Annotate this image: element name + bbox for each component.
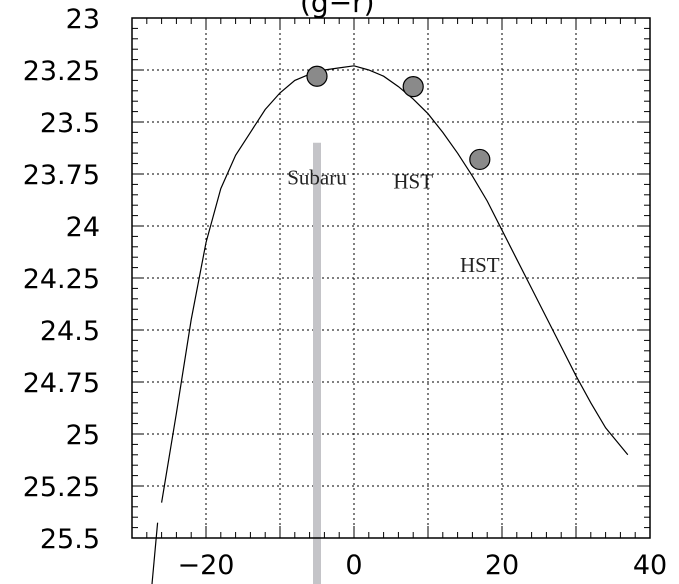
data-point xyxy=(469,148,491,171)
y-tick-label: 25.5 xyxy=(40,524,100,555)
data-point xyxy=(306,65,328,87)
y-tick-label: 23 xyxy=(66,4,100,35)
x-tick-label: 0 xyxy=(345,550,362,581)
y-tick-label: 23.75 xyxy=(23,160,100,191)
tick-labels: 23 23.25 23.5 23.75 24 24.25 24.5 24.75 25 25.25 2… xyxy=(23,4,667,581)
y-tick-label: 24 xyxy=(66,212,100,243)
annotation-label: Subaru xyxy=(287,165,347,189)
annotations: Subaru HST HST xyxy=(287,165,500,276)
grid xyxy=(132,18,650,538)
x-tick-label: −20 xyxy=(178,550,235,581)
y-tick-label: 24.25 xyxy=(23,264,100,295)
model-curve xyxy=(161,65,629,503)
curve xyxy=(151,65,629,584)
y-tick-label: 25.25 xyxy=(23,472,100,503)
data-point xyxy=(402,76,424,98)
y-tick-label: 24.5 xyxy=(40,316,100,347)
x-tick-label: 20 xyxy=(485,550,519,581)
y-tick-label: 24.75 xyxy=(23,368,100,399)
chart-title: (g−r) xyxy=(300,0,375,19)
data-points xyxy=(306,65,491,171)
x-tick-label: 40 xyxy=(633,550,667,581)
y-tick-label: 25 xyxy=(66,420,100,451)
curve-extension xyxy=(151,522,159,584)
annotation-label: HST xyxy=(460,253,500,277)
axis-ticks xyxy=(131,17,651,539)
y-tick-label: 23.25 xyxy=(23,56,100,87)
annotation-label: HST xyxy=(393,170,433,194)
y-tick-label: 23.5 xyxy=(40,108,100,139)
